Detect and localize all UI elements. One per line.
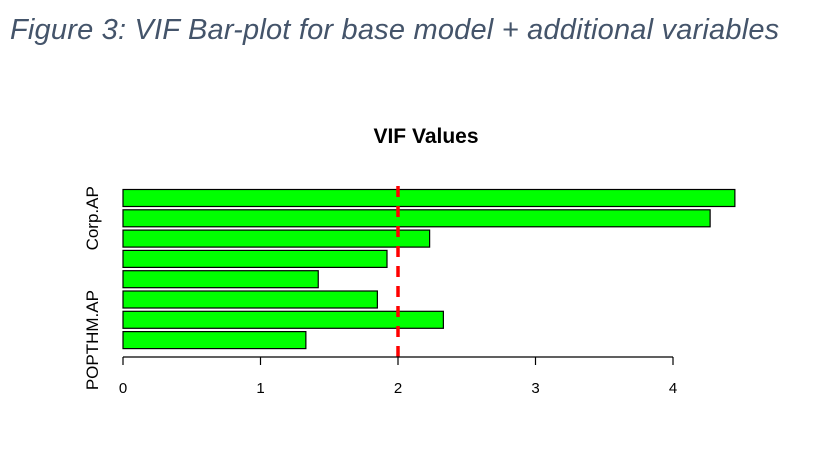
bar-4	[122, 270, 319, 289]
x-tick-label-1: 1	[256, 380, 264, 397]
bar-1	[122, 331, 307, 350]
bar-8	[122, 188, 736, 208]
category-label-1: POPTHM.AP	[83, 290, 102, 390]
bars-group	[122, 188, 736, 350]
bar-7	[122, 209, 711, 228]
chart-title: VIF Values	[373, 125, 478, 148]
figure-caption: Figure 3: VIF Bar-plot for base model + …	[10, 14, 780, 46]
bar-5	[122, 249, 388, 268]
x-axis: 0 1 2 3 4	[119, 356, 677, 397]
bar-6	[122, 229, 431, 248]
x-tick-label-4: 4	[669, 380, 677, 397]
bar-3	[122, 290, 378, 309]
x-tick-label-3: 3	[531, 380, 539, 397]
x-tick-label-0: 0	[119, 380, 127, 397]
category-labels: POPTHM.AP Corp.AP	[83, 186, 102, 390]
x-tick-label-2: 2	[394, 380, 402, 397]
category-label-7: Corp.AP	[83, 186, 102, 250]
bar-2	[122, 310, 444, 329]
